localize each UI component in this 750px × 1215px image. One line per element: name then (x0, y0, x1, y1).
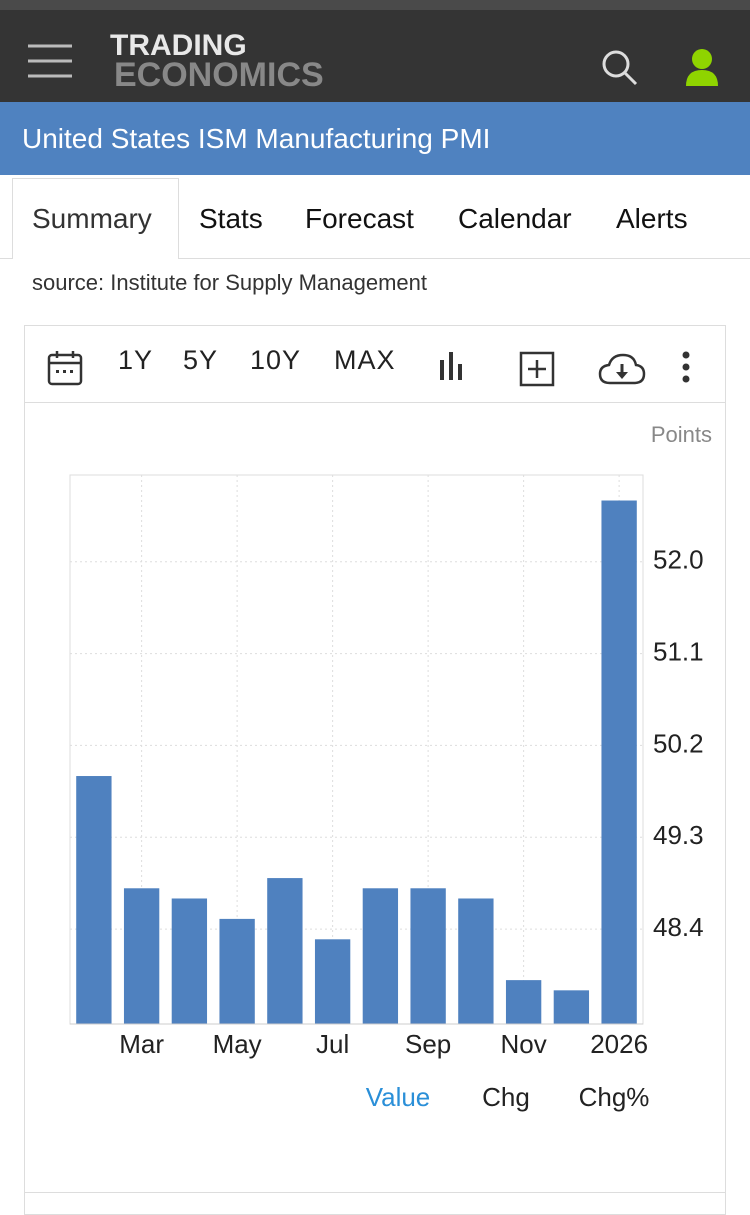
bar (123, 888, 160, 1024)
bar (314, 939, 351, 1024)
user-icon[interactable] (684, 48, 720, 88)
y-tick-label: 48.4 (653, 912, 704, 942)
y-tick-label: 51.1 (653, 636, 704, 666)
active-tab-bg (12, 178, 179, 259)
search-icon[interactable] (600, 48, 640, 88)
bar (601, 500, 637, 1024)
range-button[interactable]: 5Y (183, 345, 219, 375)
more-icon[interactable] (680, 350, 692, 384)
tab-divider (0, 258, 750, 259)
y-axis-label: Points (651, 422, 712, 447)
range-button[interactable]: 10Y (250, 345, 302, 375)
x-tick-label: May (213, 1029, 262, 1059)
next-card (24, 1192, 726, 1193)
menu-icon[interactable] (26, 42, 74, 82)
bar (410, 888, 446, 1024)
x-tick-label: 2026 (590, 1029, 648, 1059)
bar (458, 898, 494, 1024)
tab[interactable]: Forecast (305, 203, 414, 234)
calendar-icon[interactable] (47, 350, 83, 386)
logo-bottom[interactable]: ECONOMICS (114, 56, 324, 94)
x-tick-label: Mar (119, 1029, 164, 1059)
x-tick-label: Nov (501, 1029, 547, 1059)
bar (76, 776, 112, 1024)
x-tick-label: Sep (405, 1029, 451, 1059)
logo-top[interactable]: TRADING (110, 29, 247, 62)
y-tick-label: 50.2 (653, 728, 704, 758)
bar (505, 980, 542, 1024)
page-title: United States ISM Manufacturing PMI (0, 102, 750, 175)
chart-tab[interactable]: Value (366, 1082, 431, 1112)
tab[interactable]: Alerts (616, 203, 688, 234)
chart-tab[interactable]: Chg% (579, 1082, 650, 1112)
bar (219, 918, 255, 1024)
compare-icon[interactable] (519, 351, 555, 387)
x-tick-label: Jul (316, 1029, 349, 1059)
toolbar-divider (24, 402, 726, 403)
top-bar: TRADING ECONOMICS (0, 0, 750, 102)
chart-tab[interactable]: Chg (482, 1082, 530, 1112)
range-button[interactable]: 1Y (118, 345, 154, 375)
tab[interactable]: Stats (199, 203, 263, 234)
y-tick-label: 49.3 (653, 820, 704, 850)
chart: Points 48.4 49.3 50.2 51.1 52.0 Mar May Jul Sep N… (69, 422, 712, 1112)
download-icon[interactable] (598, 352, 646, 386)
bar (171, 898, 208, 1024)
source: source: Institute for Supply Management (32, 270, 427, 295)
tab[interactable]: Calendar (458, 203, 572, 234)
y-tick-label: 52.0 (653, 545, 704, 575)
bar (267, 878, 303, 1024)
tab[interactable]: Summary (32, 203, 152, 234)
bar (362, 888, 399, 1024)
range-button[interactable]: MAX (334, 345, 396, 375)
chart-type-icon[interactable] (438, 352, 468, 382)
bar (553, 990, 590, 1024)
